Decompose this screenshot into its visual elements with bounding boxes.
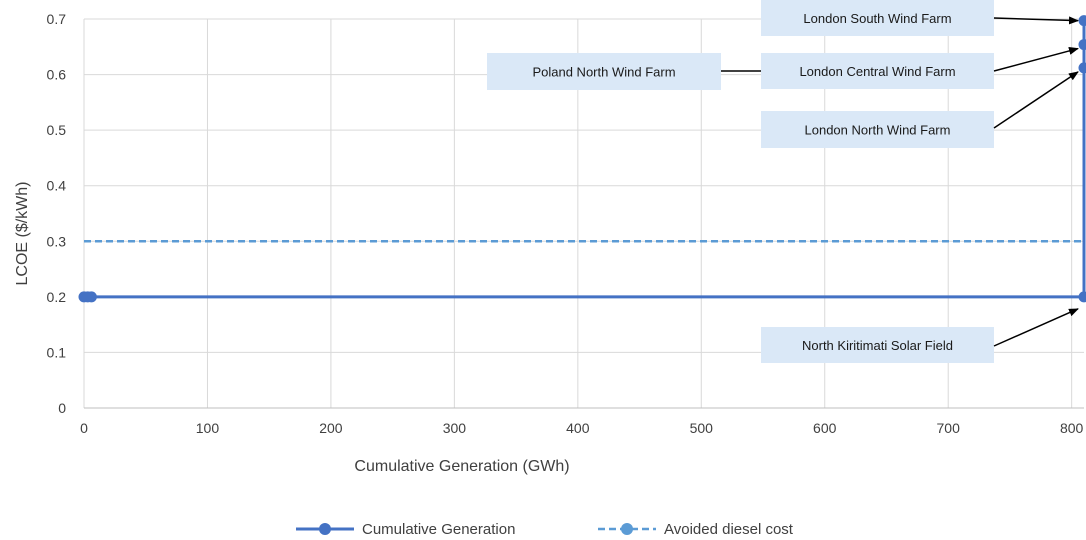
x-tick-label: 300 [443,420,467,436]
data-point [1078,291,1086,303]
annotation-label: London South Wind Farm [803,11,951,26]
annotation-box [761,53,994,89]
y-axis-title: LCOE ($/kWh) [14,181,31,285]
x-tick-label: 400 [566,420,590,436]
x-tick-label: 600 [813,420,837,436]
annotation-label: London North Wind Farm [805,123,951,138]
y-tick-label: 0.4 [47,178,67,194]
data-point [1078,15,1086,27]
x-tick-label: 100 [196,420,220,436]
annotation-label: Poland North Wind Farm [532,65,675,80]
legend-swatch-marker [319,523,331,535]
y-tick-label: 0.1 [47,344,67,360]
legend-label: Cumulative Generation [362,521,515,538]
annotation-arrow [993,71,1079,129]
annotation-arrow [993,308,1079,347]
x-tick-label: 0 [80,420,88,436]
annotation-label: North Kiritimati Solar Field [802,338,953,353]
y-tick-label: 0.3 [47,233,67,249]
y-tick-label: 0.7 [47,11,67,27]
data-point [1078,39,1086,51]
y-tick-label: 0 [58,400,66,416]
y-tick-label: 0.5 [47,122,67,138]
legend-label: Avoided diesel cost [664,521,794,538]
annotation-label: London Central Wind Farm [799,64,955,79]
data-point [1078,62,1086,74]
annotation-box [761,111,994,148]
y-tick-label: 0.6 [47,67,67,83]
y-tick-label: 0.2 [47,289,67,305]
x-tick-label: 500 [690,420,714,436]
x-axis-title: Cumulative Generation (GWh) [354,458,569,475]
x-tick-label: 700 [937,420,961,436]
x-tick-label: 200 [319,420,343,436]
annotation-box [761,327,994,363]
legend-swatch-marker [621,523,633,535]
annotation-arrow [993,16,1079,25]
annotation-arrow [993,47,1079,72]
x-tick-label: 800 [1060,420,1084,436]
annotation-box [487,53,721,90]
data-point [85,291,97,303]
annotation-box [761,0,994,36]
